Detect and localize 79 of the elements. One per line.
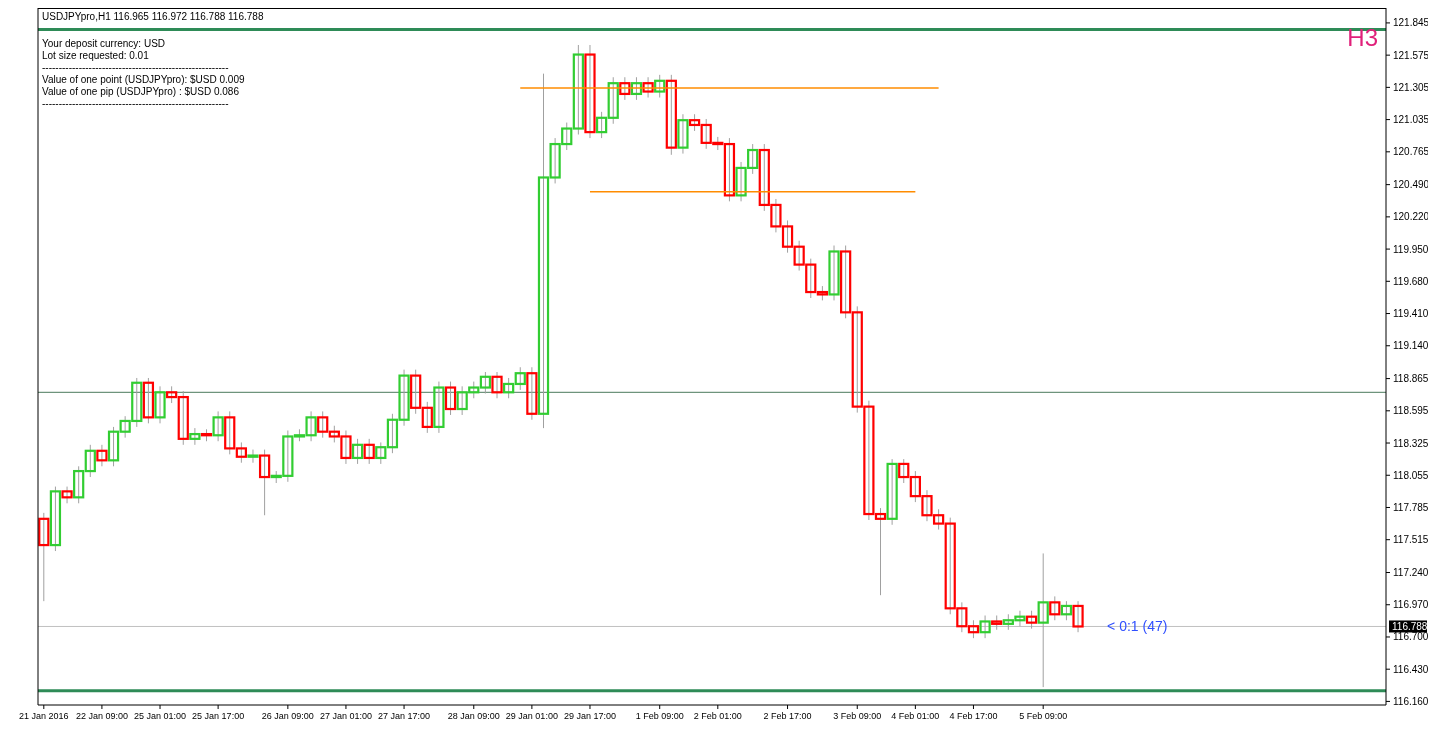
y-tick-label: 121.305 xyxy=(1393,81,1430,93)
candlestick xyxy=(142,377,155,424)
y-tick-label: 119.140 xyxy=(1393,340,1429,352)
candlestick xyxy=(154,385,166,424)
annotation: Value of one pip (USDJPYpro) : $USD 0.086 xyxy=(42,86,240,97)
annotation: Value of one point (USDJPYpro): $USD 0.009 xyxy=(42,74,245,85)
x-tick-label: 29 Jan 17:00 xyxy=(563,711,617,721)
x-tick-label: 4 Feb 01:00 xyxy=(891,711,940,721)
x-tick-label: 2 Feb 01:00 xyxy=(693,711,742,721)
candlestick xyxy=(1072,600,1084,633)
y-tick-label: 116.160 xyxy=(1393,695,1429,707)
y-tick-label: 120.220 xyxy=(1393,211,1430,223)
annotation: -------------------------------------------------------- xyxy=(42,98,229,109)
y-tick-label: 121.845 xyxy=(1393,17,1430,29)
y-tick-label: 118.595 xyxy=(1393,405,1429,417)
y-tick-label: 119.680 xyxy=(1393,275,1429,287)
x-tick-label: 5 Feb 09:00 xyxy=(1019,711,1068,721)
y-tick-label: 120.765 xyxy=(1393,146,1430,158)
y-tick-label: 116.430 xyxy=(1393,663,1429,675)
candlestick xyxy=(96,444,108,467)
candlestick xyxy=(619,76,631,101)
candlestick xyxy=(61,486,73,504)
annotation: -------------------------------------------------------- xyxy=(42,62,229,73)
y-tick-label: 118.325 xyxy=(1393,437,1429,449)
candlestick xyxy=(654,74,666,99)
candlestick xyxy=(1060,600,1073,621)
x-tick-label: 28 Jan 09:00 xyxy=(447,711,500,721)
candlestick xyxy=(491,371,503,399)
x-tick-label: 29 Jan 01:00 xyxy=(505,711,558,721)
x-tick-label: 21 Jan 2016 xyxy=(19,711,69,721)
candlestick xyxy=(979,614,991,639)
annotation: < 0:1 (47) xyxy=(1107,618,1168,635)
candlestick xyxy=(828,245,840,301)
candlestick xyxy=(351,438,364,465)
y-tick-label: 118.055 xyxy=(1393,469,1429,481)
candlestick xyxy=(584,44,596,139)
annotation: Your deposit currency: USD xyxy=(42,38,166,49)
y-tick-label: 117.515 xyxy=(1393,534,1429,546)
chart-title: USDJPYpro,H1 116.965 116.972 116.788 116.788 xyxy=(42,11,264,22)
candlestick xyxy=(1037,552,1049,688)
x-tick-label: 22 Jan 09:00 xyxy=(75,711,128,721)
candlestick xyxy=(363,438,375,465)
x-tick-label: 2 Feb 17:00 xyxy=(763,711,812,721)
candlestick xyxy=(189,427,201,446)
candlestick xyxy=(642,76,654,99)
candlestick xyxy=(886,458,898,526)
y-tick-label: 117.240 xyxy=(1393,567,1429,579)
candlestick xyxy=(526,366,538,421)
candlestick xyxy=(630,76,643,101)
text: H3 xyxy=(1347,24,1378,51)
x-tick-label: 3 Feb 09:00 xyxy=(833,711,882,721)
candlestick xyxy=(49,486,62,552)
annotation: Lot size requested: 0.01 xyxy=(42,50,150,61)
y-tick-label: 120.490 xyxy=(1393,179,1430,191)
x-tick-label: 25 Jan 17:00 xyxy=(192,711,245,721)
candlestick xyxy=(1049,595,1061,621)
y-tick-label: 119.950 xyxy=(1393,243,1429,255)
y-tick-label: 119.410 xyxy=(1393,308,1429,320)
candlestick xyxy=(444,381,457,416)
candlestick xyxy=(247,449,259,464)
y-tick-label: 121.035 xyxy=(1393,114,1430,126)
x-tick-label: 27 Jan 17:00 xyxy=(378,711,431,721)
candlestick xyxy=(665,74,677,156)
y-tick-label: 121.575 xyxy=(1393,49,1430,61)
y-tick-label: 117.785 xyxy=(1393,501,1429,513)
candlestick xyxy=(433,381,445,434)
x-tick-label: 25 Jan 01:00 xyxy=(133,711,187,721)
ref-line-label: 116.788 xyxy=(1392,620,1428,632)
x-tick-label: 4 Feb 17:00 xyxy=(949,711,998,721)
x-tick-label: 27 Jan 01:00 xyxy=(319,711,372,721)
y-tick-label: 116.700 xyxy=(1393,631,1429,643)
x-tick-label: 26 Jan 09:00 xyxy=(261,711,314,721)
candlestick xyxy=(258,449,271,516)
candlestick xyxy=(38,512,50,602)
candlestick xyxy=(212,410,224,442)
y-tick-label: 118.865 xyxy=(1393,373,1429,385)
candlestick xyxy=(677,113,689,155)
y-tick-label: 116.970 xyxy=(1393,599,1429,611)
x-tick-label: 1 Feb 09:00 xyxy=(635,711,684,721)
